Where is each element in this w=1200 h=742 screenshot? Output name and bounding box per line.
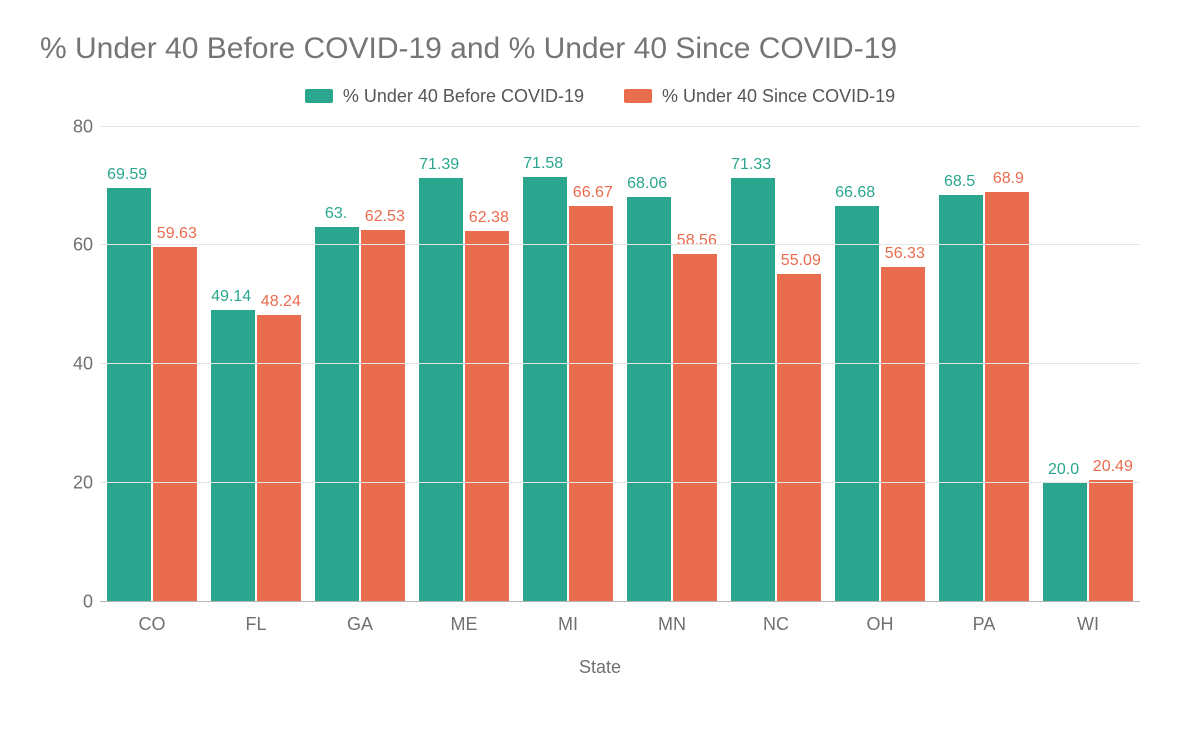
bar: 68.9	[985, 192, 1029, 601]
bar: 71.33	[731, 178, 775, 602]
bar-group: 71.3962.38	[412, 127, 516, 602]
x-tick-label: MN	[620, 614, 724, 635]
x-tick-label: MI	[516, 614, 620, 635]
legend-label-1: % Under 40 Before COVID-19	[343, 86, 584, 107]
bar: 68.06	[627, 197, 671, 601]
x-tick-label: PA	[932, 614, 1036, 635]
bar-group: 68.568.9	[932, 127, 1036, 602]
y-tick-label: 60	[55, 235, 93, 256]
x-axis: COFLGAMEMIMNNCOHPAWI	[100, 614, 1140, 635]
bar: 63.	[315, 227, 359, 602]
bar-value-label: 68.5	[944, 173, 975, 191]
bar-value-label: 48.24	[261, 293, 301, 311]
bar-value-label: 66.67	[573, 184, 613, 202]
bars-wrapper: 69.5959.6349.1448.2463.62.5371.3962.3871…	[100, 127, 1140, 602]
x-axis-title: State	[40, 657, 1160, 678]
bar: 56.33	[881, 267, 925, 601]
bar-value-label: 71.33	[731, 156, 771, 174]
bar-value-label: 55.09	[781, 252, 821, 270]
bar-group: 66.6856.33	[828, 127, 932, 602]
bar-value-label: 20.49	[1093, 458, 1133, 476]
plot-area: 69.5959.6349.1448.2463.62.5371.3962.3871…	[100, 127, 1140, 602]
bar: 20.0	[1043, 483, 1087, 602]
bar-group: 63.62.53	[308, 127, 412, 602]
bar: 66.68	[835, 206, 879, 602]
bar-value-label: 59.63	[157, 225, 197, 243]
bar-value-label: 56.33	[885, 245, 925, 263]
bar-value-label: 69.59	[107, 166, 147, 184]
bar: 55.09	[777, 274, 821, 601]
bar: 71.58	[523, 177, 567, 602]
bar-value-label: 71.58	[523, 155, 563, 173]
chart-title: % Under 40 Before COVID-19 and % Under 4…	[40, 30, 1160, 68]
y-tick-label: 0	[55, 591, 93, 612]
gridline	[100, 126, 1140, 127]
bar-value-label: 71.39	[419, 156, 459, 174]
bar-group: 49.1448.24	[204, 127, 308, 602]
legend-item-series-1: % Under 40 Before COVID-19	[305, 86, 584, 107]
bar-value-label: 58.56	[677, 232, 717, 250]
bar: 66.67	[569, 206, 613, 602]
bar: 71.39	[419, 178, 463, 602]
legend: % Under 40 Before COVID-19 % Under 40 Si…	[40, 86, 1160, 107]
x-tick-label: WI	[1036, 614, 1140, 635]
bar-group: 69.5959.63	[100, 127, 204, 602]
bar: 68.5	[939, 195, 983, 602]
legend-label-2: % Under 40 Since COVID-19	[662, 86, 895, 107]
y-tick-label: 80	[55, 116, 93, 137]
legend-item-series-2: % Under 40 Since COVID-19	[624, 86, 895, 107]
bar-group: 68.0658.56	[620, 127, 724, 602]
bar: 20.49	[1089, 480, 1133, 602]
bar-value-label: 49.14	[211, 288, 251, 306]
bar: 59.63	[153, 247, 197, 601]
x-tick-label: ME	[412, 614, 516, 635]
bar-group: 71.5866.67	[516, 127, 620, 602]
y-tick-label: 20	[55, 472, 93, 493]
x-tick-label: FL	[204, 614, 308, 635]
bar-value-label: 68.9	[993, 170, 1024, 188]
legend-swatch-2	[624, 89, 652, 103]
bar: 58.56	[673, 254, 717, 602]
bar-value-label: 20.0	[1048, 461, 1079, 479]
bar: 62.38	[465, 231, 509, 601]
gridline	[100, 482, 1140, 483]
bar: 69.59	[107, 188, 151, 601]
bar-group: 20.020.49	[1036, 127, 1140, 602]
bar-value-label: 62.53	[365, 208, 405, 226]
bar: 49.14	[211, 310, 255, 602]
bar-value-label: 62.38	[469, 209, 509, 227]
bar-value-label: 63.	[325, 205, 347, 223]
gridline	[100, 244, 1140, 245]
bar: 62.53	[361, 230, 405, 601]
y-tick-label: 40	[55, 354, 93, 375]
x-tick-label: OH	[828, 614, 932, 635]
x-tick-label: NC	[724, 614, 828, 635]
bar-group: 71.3355.09	[724, 127, 828, 602]
x-tick-label: GA	[308, 614, 412, 635]
gridline	[100, 363, 1140, 364]
chart-container: % Under 40 Before COVID-19 and % Under 4…	[0, 0, 1200, 742]
x-axis-baseline	[100, 601, 1140, 602]
bar-value-label: 68.06	[627, 175, 667, 193]
bar: 48.24	[257, 315, 301, 601]
x-tick-label: CO	[100, 614, 204, 635]
legend-swatch-1	[305, 89, 333, 103]
bar-value-label: 66.68	[835, 184, 875, 202]
